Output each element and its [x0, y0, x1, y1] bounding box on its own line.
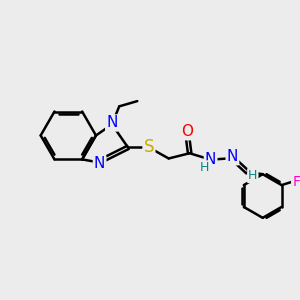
Text: S: S: [144, 138, 154, 156]
Text: N: N: [205, 152, 216, 167]
Text: H: H: [248, 169, 257, 182]
Text: N: N: [94, 156, 105, 171]
Text: F: F: [292, 175, 300, 189]
Text: N: N: [106, 116, 118, 130]
Text: O: O: [181, 124, 193, 139]
Text: N: N: [227, 149, 238, 164]
Text: H: H: [200, 161, 209, 174]
